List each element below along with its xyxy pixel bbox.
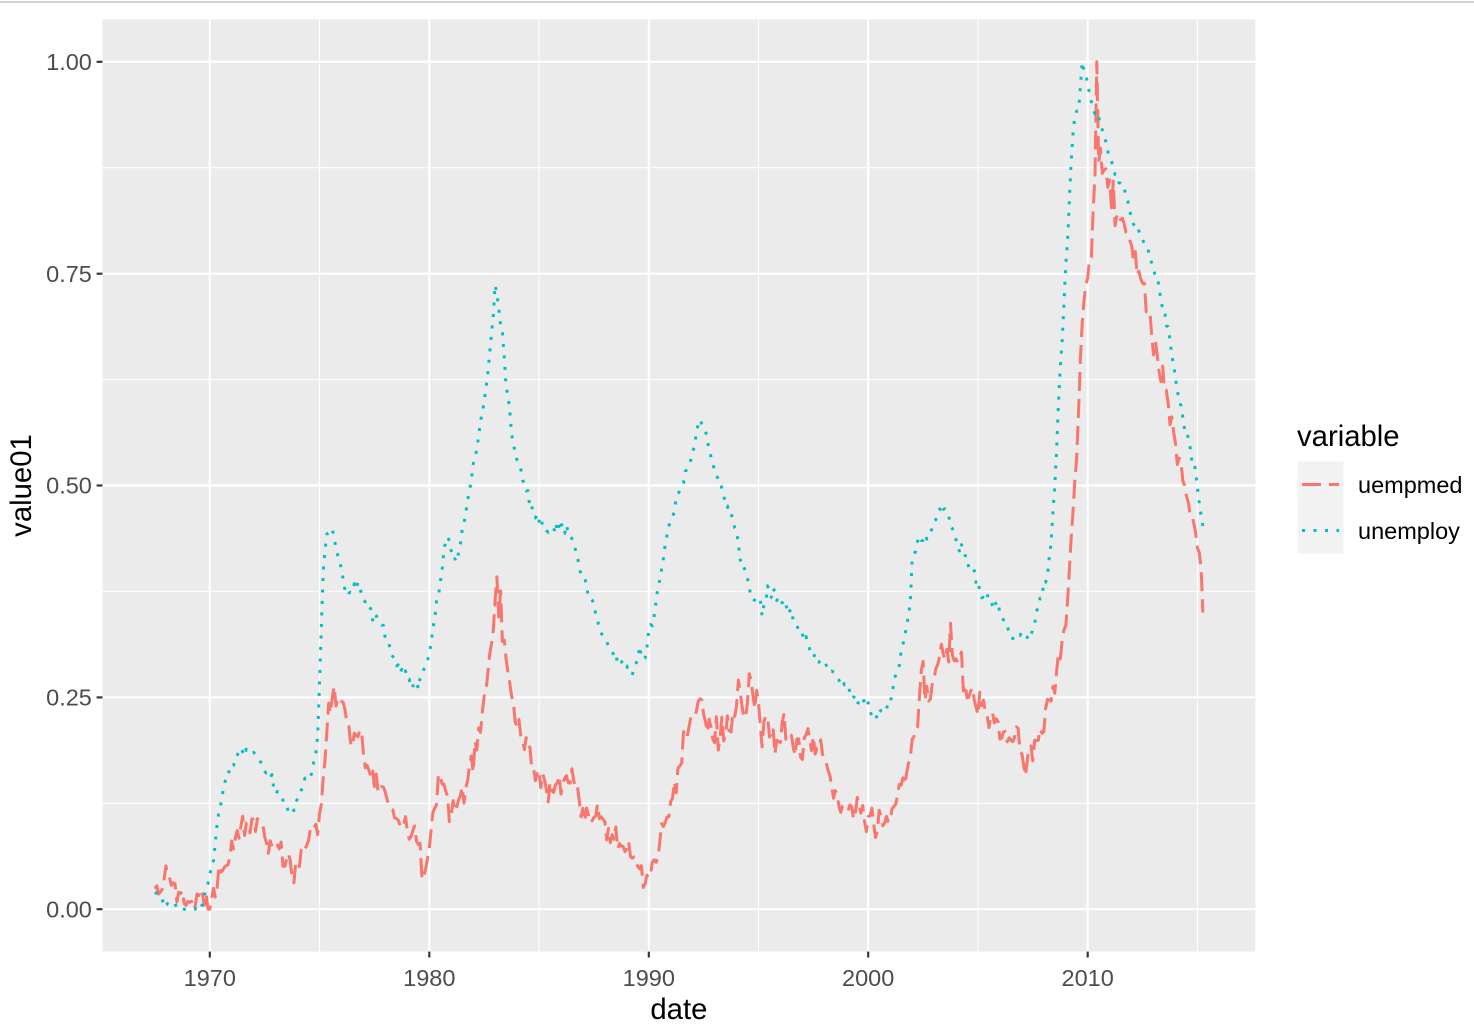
svg-text:0.75: 0.75 [46,261,92,287]
svg-text:2010: 2010 [1062,965,1114,991]
svg-text:1970: 1970 [184,965,236,991]
svg-text:uempmed: uempmed [1358,472,1463,498]
svg-text:1.00: 1.00 [46,49,92,75]
svg-text:1990: 1990 [623,965,675,991]
svg-text:unemploy: unemploy [1358,518,1460,544]
svg-text:0.25: 0.25 [46,685,92,711]
svg-text:0.50: 0.50 [46,473,92,499]
svg-text:2000: 2000 [842,965,894,991]
svg-text:value01: value01 [5,434,38,537]
svg-text:variable: variable [1297,420,1400,453]
svg-text:date: date [650,993,707,1026]
svg-text:0.00: 0.00 [46,896,92,922]
svg-text:1980: 1980 [403,965,455,991]
